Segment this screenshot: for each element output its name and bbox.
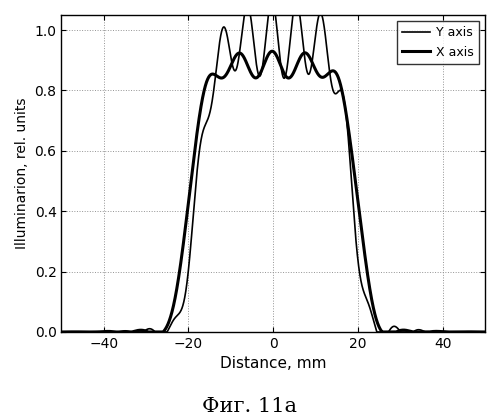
Y axis <box>236 51 242 56</box>
Y axis <box>366 304 372 309</box>
X axis <box>260 66 266 71</box>
X axis <box>58 329 64 334</box>
X-axis label: Distance, mm: Distance, mm <box>220 357 326 371</box>
X axis <box>448 329 454 334</box>
X axis <box>269 49 275 54</box>
X axis <box>240 53 246 58</box>
Y axis <box>482 329 488 334</box>
X axis <box>366 283 372 288</box>
Y axis <box>269 0 275 3</box>
Line: X axis: X axis <box>62 51 485 332</box>
Line: Y axis: Y axis <box>62 0 485 332</box>
Y axis <box>58 329 64 334</box>
Y axis <box>448 329 454 334</box>
X axis <box>236 50 242 55</box>
Y-axis label: Illuminarion, rel. units: Illuminarion, rel. units <box>15 98 29 249</box>
Y axis <box>260 63 266 68</box>
Legend: Y axis, X axis: Y axis, X axis <box>397 21 479 63</box>
Text: Фиг. 11a: Фиг. 11a <box>202 396 298 416</box>
X axis <box>469 329 475 334</box>
X axis <box>482 329 488 334</box>
Y axis <box>240 24 246 29</box>
Y axis <box>469 329 475 334</box>
